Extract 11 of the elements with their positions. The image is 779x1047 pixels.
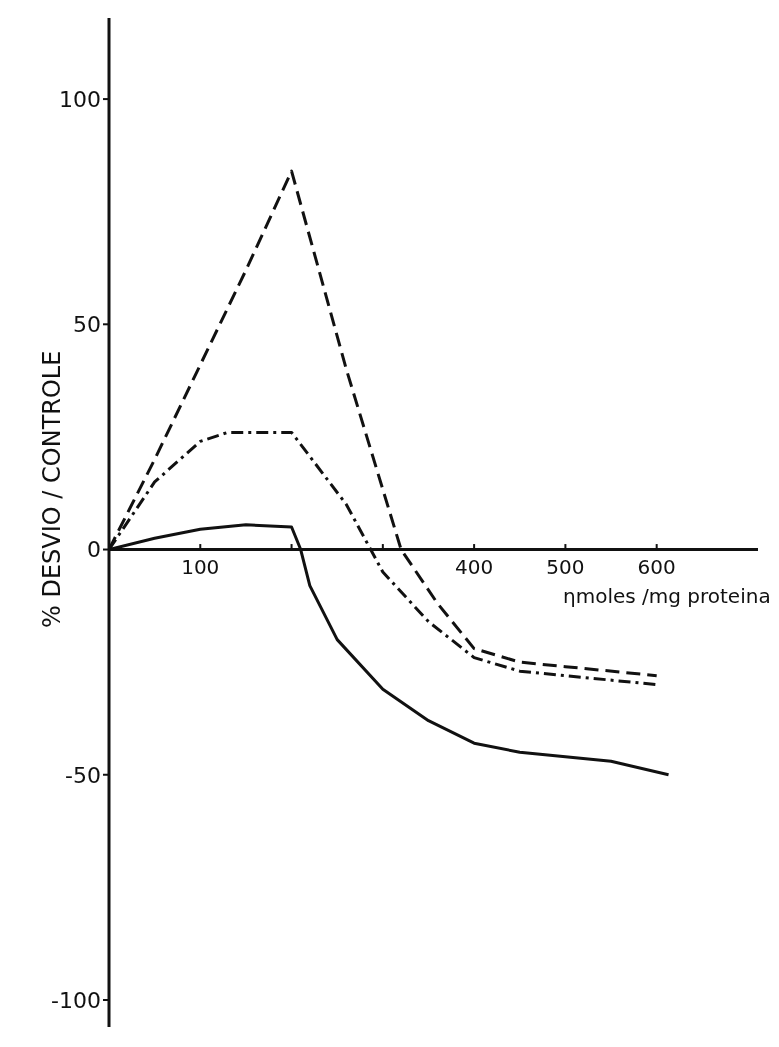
x-tick-label: 100 xyxy=(181,555,220,580)
y-tick-label: 100 xyxy=(59,86,101,112)
y-axis-title: % DESVIO / CONTROLE xyxy=(38,350,66,628)
y-tick-label: 50 xyxy=(73,312,101,338)
x-axis-title: ηmoles /mg proteina xyxy=(563,584,771,609)
x-tick-label: 400 xyxy=(455,555,494,580)
y-tick-label: 0 xyxy=(87,537,101,563)
x-tick-label: 500 xyxy=(546,555,585,580)
y-tick-label: -50 xyxy=(65,762,101,788)
x-tick-label: 600 xyxy=(637,555,676,580)
y-tick-label: -100 xyxy=(51,987,101,1013)
